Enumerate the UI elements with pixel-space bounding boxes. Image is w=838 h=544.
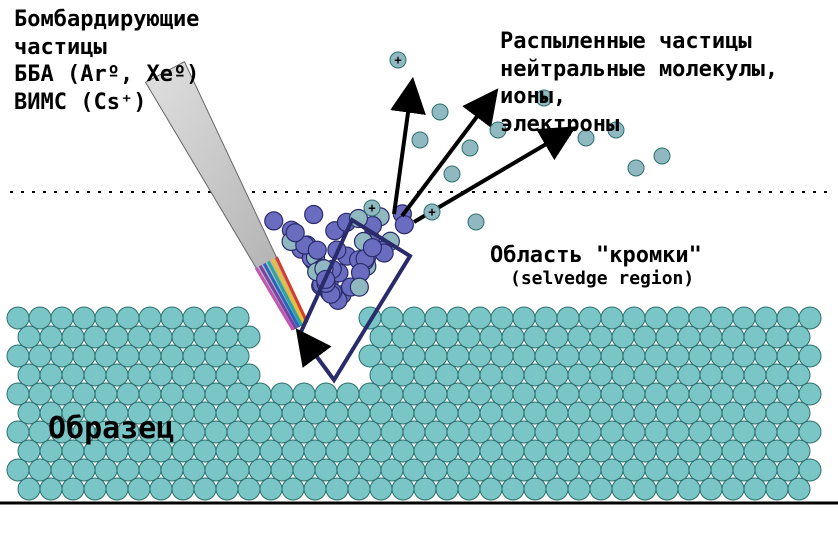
sputtered-label-line: Распыленные частицы <box>500 28 778 56</box>
svg-text:+: + <box>368 201 375 215</box>
sputtered-label: Распыленные частицынейтральные молекулы,… <box>500 28 778 138</box>
selvedge-ru-label: Область "кромки" <box>490 242 702 270</box>
sample-label: Образец <box>48 410 174 448</box>
bombarding-label-line: частицы <box>14 34 199 62</box>
bombarding-label-line: ББА (Arº, Xeº) <box>14 61 199 89</box>
selvedge-en-label: (selvedge region) <box>510 268 694 291</box>
svg-text:+: + <box>428 205 435 219</box>
bombarding-label-line: Бомбардирующие <box>14 6 199 34</box>
sputtered-label-line: нейтральные молекулы, <box>500 56 778 84</box>
bombarding-label: БомбардирующиечастицыББА (Arº, Xeº)ВИМС … <box>14 6 199 116</box>
sputtered-label-line: электроны <box>500 111 778 139</box>
sputtered-label-line: ионы, <box>500 83 778 111</box>
bombarding-label-line: ВИМС (Cs⁺) <box>14 89 199 117</box>
svg-text:+: + <box>394 53 401 67</box>
